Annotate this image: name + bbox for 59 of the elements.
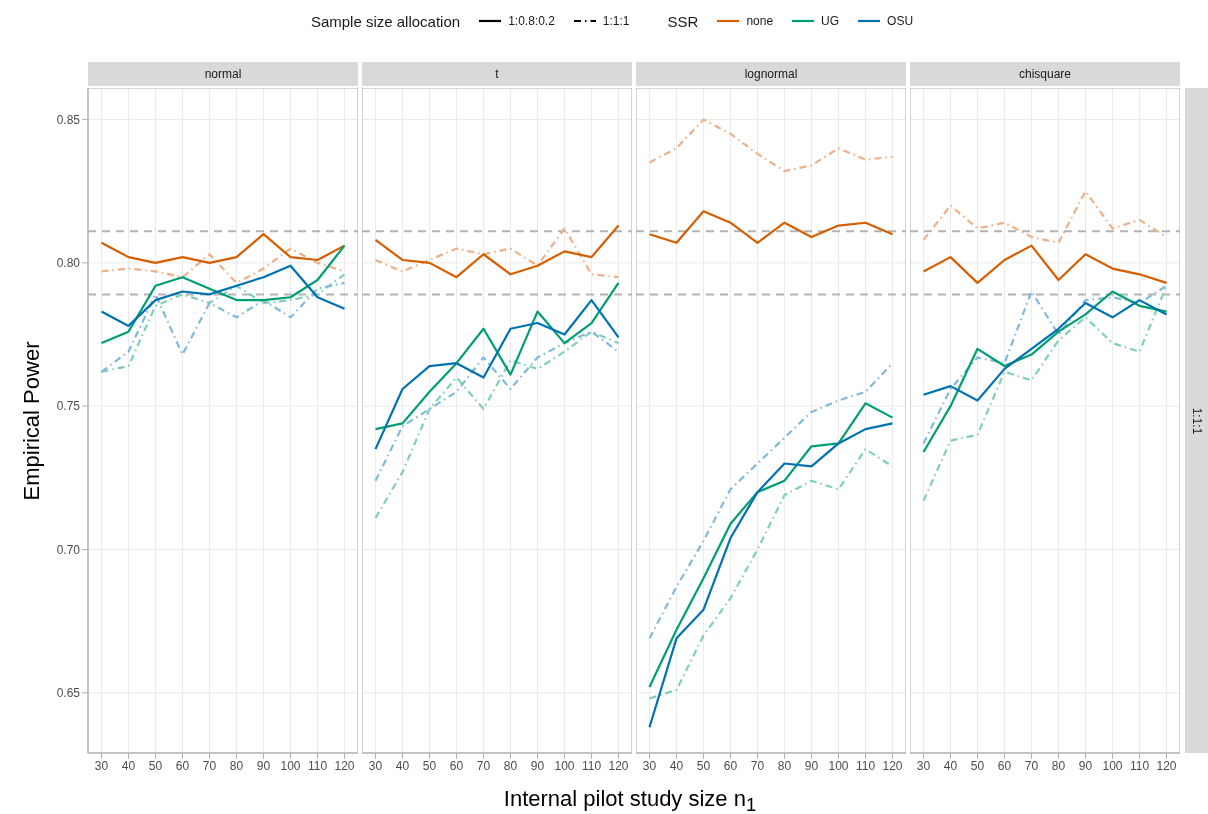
x-tick-label: 30 <box>642 758 657 773</box>
chart-title: normal <box>88 62 358 86</box>
text: 1:0.8:0.2 <box>508 14 555 28</box>
chart-title: t <box>362 62 632 86</box>
x-tick-label: 80 <box>777 758 792 773</box>
x-tick-label: 110 <box>855 758 876 773</box>
x-tick-label: 40 <box>943 758 958 773</box>
x-tick-label: 30 <box>368 758 383 773</box>
x-tick-label: 120 <box>1156 758 1177 773</box>
x-axis-title: Internal pilot study size n$_{1}$ <box>502 786 758 814</box>
x-tick-label: 80 <box>1051 758 1066 773</box>
x-tick-label: 50 <box>422 758 437 773</box>
y-tick-label: 0.70 <box>56 542 81 557</box>
x-tick-label: 110 <box>307 758 328 773</box>
x-tick-label: 70 <box>476 758 491 773</box>
x-tick-label: 40 <box>395 758 410 773</box>
y-axis-title: Empirical Power <box>19 341 45 500</box>
x-tick-label: 60 <box>175 758 190 773</box>
legend-label: none <box>746 14 774 28</box>
y-tick-label: 0.85 <box>56 112 81 127</box>
x-tick-label: 90 <box>256 758 271 773</box>
x-tick-label: 120 <box>334 758 355 773</box>
x-tick-label: 40 <box>669 758 684 773</box>
x-tick-label: 100 <box>1102 758 1123 773</box>
x-tick-label: 120 <box>608 758 629 773</box>
x-tick-label: 90 <box>530 758 545 773</box>
x-tick-label: 60 <box>723 758 738 773</box>
text: 1:1:1 <box>1190 407 1205 434</box>
x-tick-label: 30 <box>94 758 109 773</box>
x-tick-label: 60 <box>997 758 1012 773</box>
x-tick-label: 70 <box>1024 758 1039 773</box>
x-tick-label: 120 <box>882 758 903 773</box>
x-tick-label: 40 <box>121 758 136 773</box>
x-tick-label: 80 <box>229 758 244 773</box>
y-tick-label: 0.75 <box>56 399 81 414</box>
x-tick-label: 90 <box>804 758 819 773</box>
x-tick-label: 60 <box>449 758 464 773</box>
text: 1:1:1 <box>602 14 630 28</box>
x-tick-label: 110 <box>1129 758 1150 773</box>
chart-title: chisquare <box>910 62 1180 86</box>
x-tick-label: 30 <box>916 758 931 773</box>
x-tick-label: 100 <box>280 758 301 773</box>
x-tick-label: 100 <box>828 758 849 773</box>
x-tick-label: 70 <box>202 758 217 773</box>
x-tick-label: 50 <box>148 758 163 773</box>
x-tick-label: 110 <box>581 758 602 773</box>
legend-label: OSU <box>887 14 914 28</box>
text: Sample size allocation <box>310 12 461 30</box>
x-tick-label: 100 <box>554 758 575 773</box>
y-tick-label: 0.65 <box>56 686 81 701</box>
legend-label: UG <box>821 14 840 28</box>
x-tick-label: 50 <box>696 758 711 773</box>
x-tick-label: 50 <box>970 758 985 773</box>
chart-title: lognormal <box>636 62 906 86</box>
legend-title: SSR <box>667 12 699 30</box>
x-tick-label: 70 <box>750 758 765 773</box>
x-tick-label: 80 <box>503 758 518 773</box>
y-tick-label: 0.80 <box>56 256 81 271</box>
x-tick-label: 90 <box>1078 758 1093 773</box>
